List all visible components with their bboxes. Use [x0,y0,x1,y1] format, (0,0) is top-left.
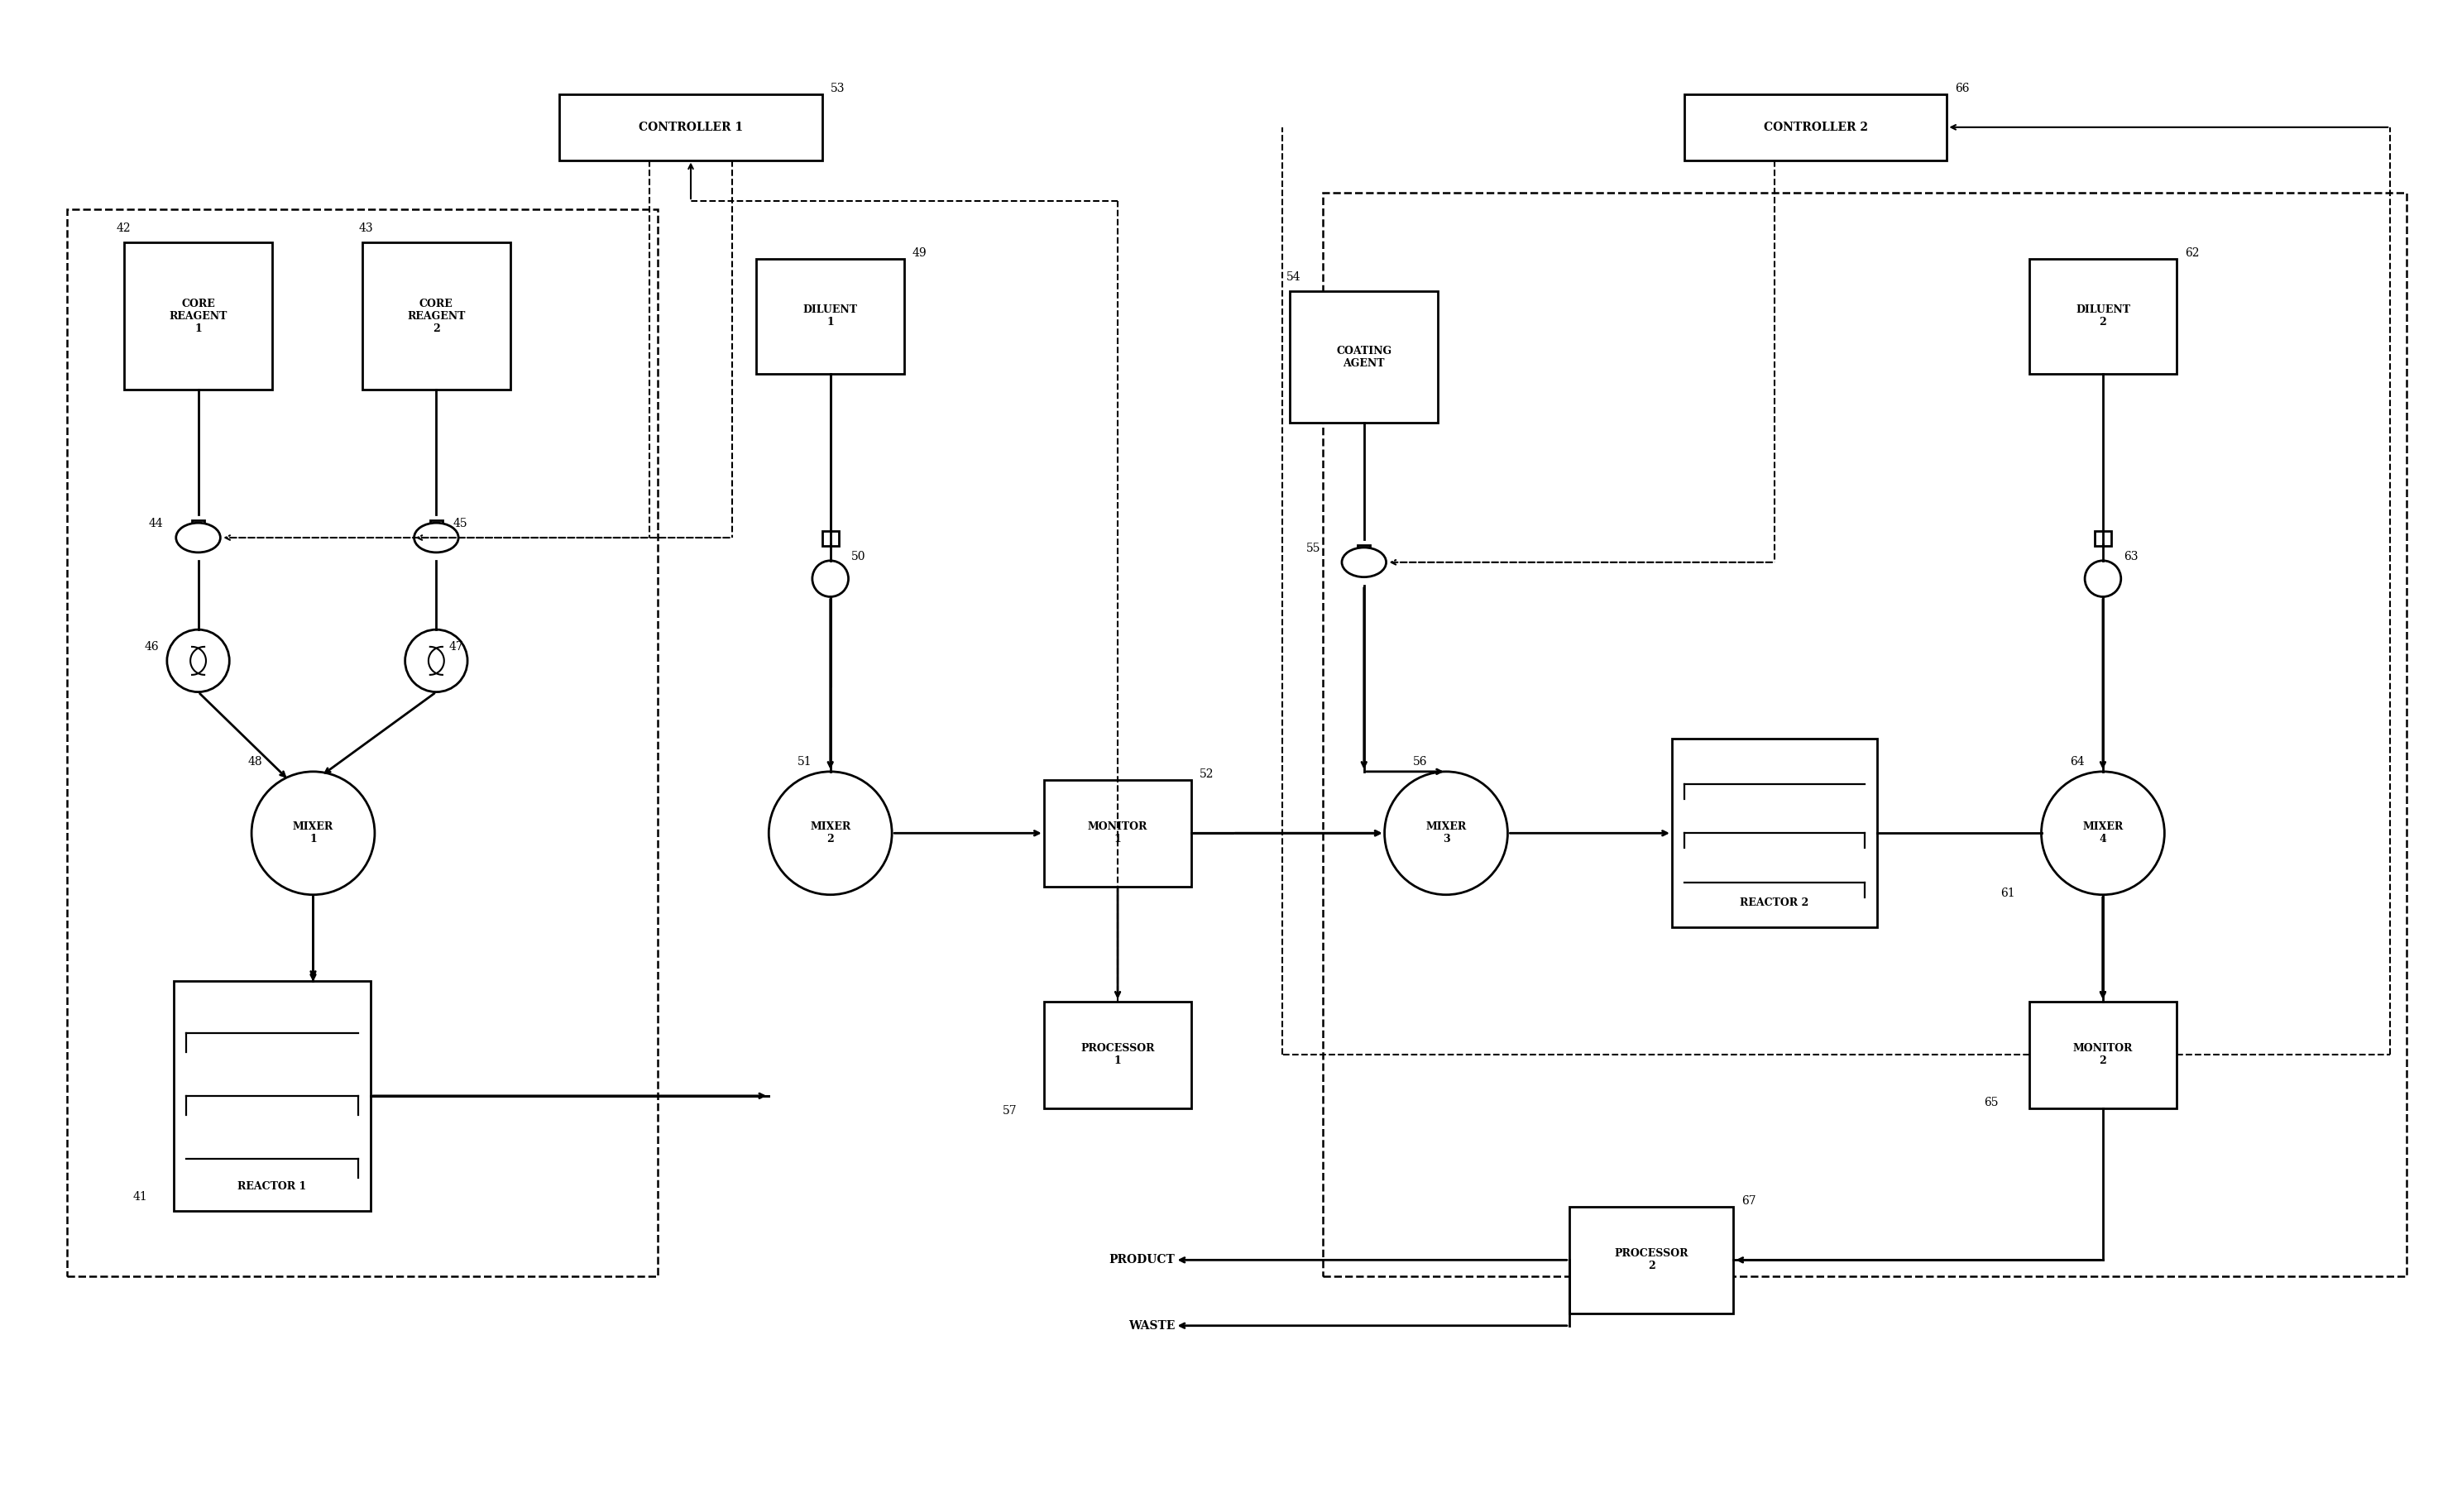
Text: 47: 47 [448,641,463,653]
Text: MIXER
1: MIXER 1 [293,821,332,845]
Text: MONITOR
2: MONITOR 2 [2073,1043,2132,1066]
Text: 62: 62 [2184,246,2199,259]
FancyBboxPatch shape [362,242,510,390]
FancyBboxPatch shape [559,94,822,160]
Circle shape [1384,771,1507,895]
Text: PRODUCT: PRODUCT [1110,1255,1174,1266]
Text: 56: 56 [1413,756,1428,768]
Text: MONITOR
1: MONITOR 1 [1088,821,1147,845]
FancyBboxPatch shape [2029,1001,2176,1108]
Text: 43: 43 [359,222,372,234]
Text: 42: 42 [116,222,130,234]
Text: 50: 50 [852,550,864,562]
Text: 65: 65 [1984,1096,1999,1108]
Text: REACTOR 1: REACTOR 1 [239,1181,305,1191]
FancyBboxPatch shape [2029,259,2176,373]
Text: PROCESSOR
2: PROCESSOR 2 [1615,1249,1689,1272]
Circle shape [2041,771,2164,895]
Text: CONTROLLER 1: CONTROLLER 1 [638,121,744,133]
Text: 63: 63 [2122,550,2137,562]
FancyBboxPatch shape [431,520,443,535]
Text: 51: 51 [798,756,812,768]
Text: CORE
REAGENT
2: CORE REAGENT 2 [406,298,465,334]
Text: 64: 64 [2071,756,2085,768]
FancyBboxPatch shape [1568,1207,1733,1314]
FancyBboxPatch shape [1672,739,1876,927]
FancyBboxPatch shape [1044,1001,1192,1108]
FancyBboxPatch shape [192,520,204,535]
Circle shape [406,629,468,692]
Text: 49: 49 [913,246,928,259]
Text: 41: 41 [133,1191,148,1202]
Text: PROCESSOR
1: PROCESSOR 1 [1081,1043,1155,1066]
Circle shape [2085,561,2120,597]
Text: 61: 61 [1999,888,2014,898]
Ellipse shape [414,523,458,552]
FancyBboxPatch shape [1044,780,1192,886]
Text: COATING
AGENT: COATING AGENT [1337,345,1391,369]
Text: 52: 52 [1199,768,1214,780]
Text: 53: 53 [830,83,844,94]
Text: CORE
REAGENT
1: CORE REAGENT 1 [170,298,227,334]
FancyBboxPatch shape [2095,531,2110,546]
Text: REACTOR 2: REACTOR 2 [1741,898,1810,909]
FancyBboxPatch shape [822,531,840,546]
Ellipse shape [1342,547,1386,578]
Text: 57: 57 [1002,1105,1017,1116]
Text: 44: 44 [148,519,162,529]
Text: 45: 45 [453,519,468,529]
Text: MIXER
4: MIXER 4 [2083,821,2122,845]
Text: DILUENT
1: DILUENT 1 [803,304,857,328]
Circle shape [812,561,849,597]
FancyBboxPatch shape [1359,544,1371,559]
Text: 46: 46 [145,641,160,653]
Circle shape [167,629,229,692]
FancyBboxPatch shape [756,259,904,373]
Text: 66: 66 [1955,83,1970,94]
Text: WASTE: WASTE [1128,1320,1174,1332]
Text: 48: 48 [249,756,261,768]
Text: MIXER
3: MIXER 3 [1425,821,1467,845]
Circle shape [768,771,891,895]
Text: 55: 55 [1307,543,1322,553]
Text: 67: 67 [1741,1194,1755,1207]
Text: DILUENT
2: DILUENT 2 [2075,304,2130,328]
FancyBboxPatch shape [1290,292,1438,423]
FancyBboxPatch shape [1684,94,1947,160]
Text: CONTROLLER 2: CONTROLLER 2 [1763,121,1869,133]
Ellipse shape [175,523,222,552]
FancyBboxPatch shape [123,242,273,390]
FancyBboxPatch shape [172,981,372,1211]
Circle shape [251,771,374,895]
Text: 54: 54 [1285,272,1300,283]
Text: MIXER
2: MIXER 2 [810,821,852,845]
